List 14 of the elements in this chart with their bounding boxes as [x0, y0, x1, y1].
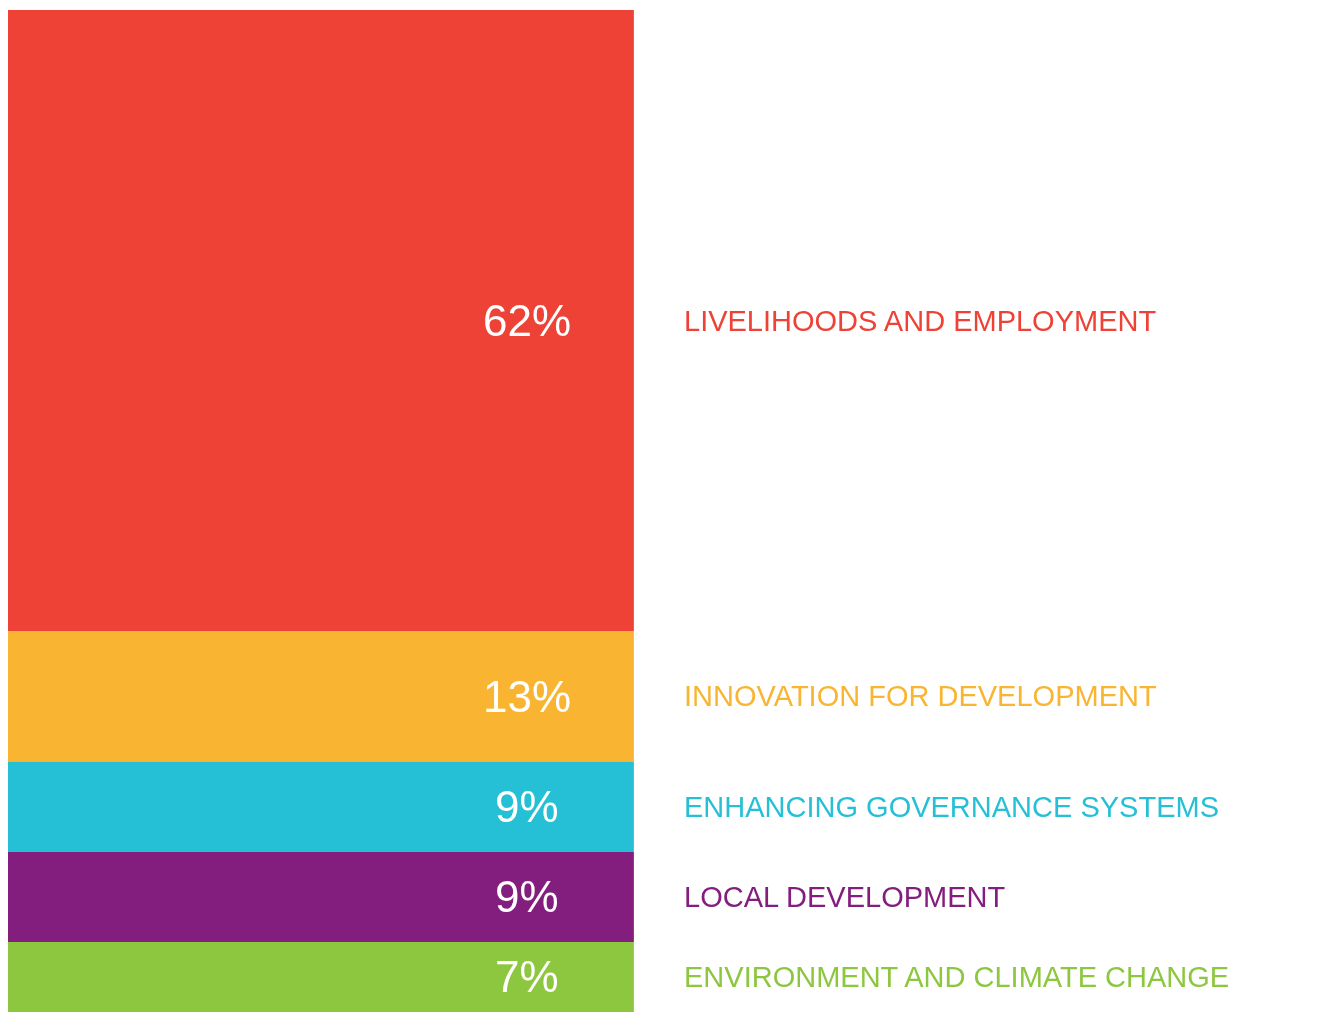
data-label: 7%	[495, 952, 559, 1001]
series-label: INNOVATION FOR DEVELOPMENT	[684, 680, 1157, 712]
series-label: LOCAL DEVELOPMENT	[684, 881, 1006, 913]
bar	[8, 761, 634, 852]
data-label: 9%	[495, 872, 559, 921]
bar	[8, 851, 634, 942]
series-label: ENHANCING GOVERNANCE SYSTEMS	[684, 791, 1219, 823]
series-label: ENVIRONMENT AND CLIMATE CHANGE	[684, 961, 1230, 993]
bar	[8, 631, 634, 762]
series-label: LIVELIHOODS AND EMPLOYMENT	[684, 305, 1157, 337]
data-label: 13%	[483, 672, 572, 721]
data-label: 62%	[483, 296, 572, 345]
data-label: 9%	[495, 782, 559, 831]
bar	[8, 941, 634, 1012]
